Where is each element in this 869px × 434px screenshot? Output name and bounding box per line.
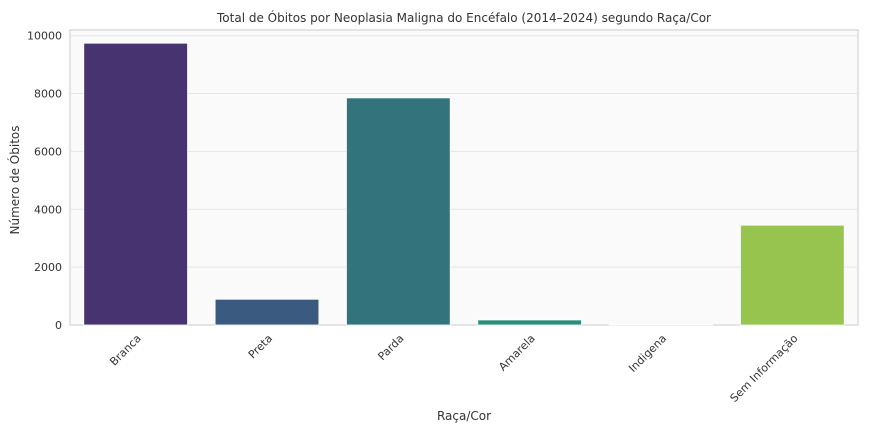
x-tick-label: Amarela (496, 332, 538, 374)
y-tick-label: 2000 (34, 261, 62, 274)
y-tick-label: 6000 (34, 145, 62, 158)
chart-title: Total de Óbitos por Neoplasia Maligna do… (216, 10, 711, 25)
x-axis-label: Raça/Cor (437, 409, 491, 423)
y-tick-label: 10000 (27, 30, 62, 43)
y-tick-label: 8000 (34, 88, 62, 101)
x-tick-label: Sem Informação (728, 332, 801, 405)
x-tick-label: Indigena (626, 332, 669, 375)
x-tick-label: Parda (375, 332, 406, 363)
y-axis-label: Número de Óbitos (7, 126, 22, 235)
plot-area (69, 29, 859, 326)
bar-branca (83, 42, 188, 326)
y-tick-label: 0 (55, 319, 62, 332)
bar-indigena (608, 324, 714, 326)
y-tick-label: 4000 (34, 203, 62, 216)
x-tick-label: Preta (246, 332, 275, 361)
bar-preta (214, 298, 320, 326)
bar-parda (346, 97, 451, 326)
x-tick-label: Branca (107, 332, 143, 368)
bar-sem-informação (740, 224, 845, 326)
bar-amarela (477, 319, 582, 326)
